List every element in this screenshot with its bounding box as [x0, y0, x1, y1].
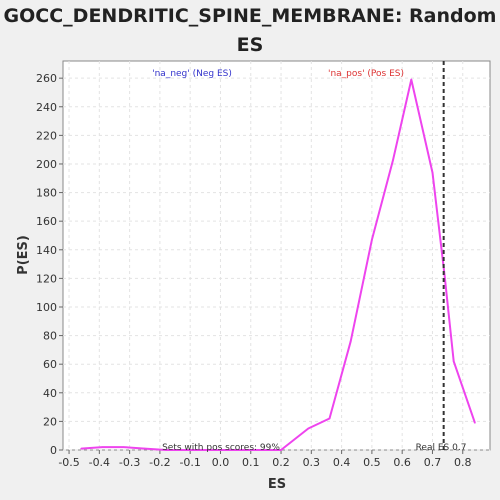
- data-point: [143, 447, 146, 450]
- data-point: [80, 447, 82, 450]
- es-distribution-line: [81, 78, 476, 451]
- x-tick-label: 0.0: [212, 456, 230, 469]
- data-point: [452, 360, 455, 363]
- x-tick-label: 0.3: [303, 456, 321, 469]
- neg-es-label: 'na_neg' (Neg ES): [152, 69, 232, 79]
- x-tick-label: 0.2: [272, 456, 290, 469]
- data-point: [371, 238, 373, 241]
- y-tick-label: 160: [36, 215, 57, 228]
- y-tick-label: 140: [36, 244, 57, 257]
- grid-lines: [63, 61, 490, 451]
- series-group: [80, 78, 476, 451]
- data-point: [122, 446, 125, 448]
- y-tick-label: 260: [36, 72, 57, 85]
- x-axis-label: ES: [268, 477, 286, 492]
- y-tick-label: 220: [36, 129, 57, 142]
- pos-score-percentage-label: Sets with pos scores: 99%: [162, 443, 280, 453]
- y-tick-label: 40: [43, 387, 57, 400]
- y-tick-label: 180: [36, 187, 57, 200]
- pos-es-label: 'na_pos' (Pos ES): [328, 69, 404, 79]
- data-point: [392, 158, 394, 161]
- data-point: [307, 427, 310, 430]
- x-tick-label: 0.7: [424, 456, 442, 469]
- data-point: [474, 422, 476, 424]
- x-tick-label: 0.8: [454, 456, 472, 469]
- x-tick-label: 0.4: [333, 456, 351, 469]
- x-tick-label: -0.3: [119, 456, 140, 469]
- data-point: [165, 449, 167, 451]
- x-tick-label: 0.1: [242, 456, 260, 469]
- x-tick-label: -0.2: [149, 456, 170, 469]
- data-point: [431, 171, 434, 174]
- y-tick-label: 80: [43, 330, 57, 343]
- data-point: [349, 340, 352, 343]
- y-axis-ticks: 0 20 40 60 80 100 120 140 160 180 200 220 240 260: [36, 72, 63, 457]
- y-tick-label: 100: [36, 301, 57, 314]
- x-tick-label: -0.1: [179, 456, 200, 469]
- data-point: [443, 274, 446, 277]
- x-tick-label: 0.6: [393, 456, 411, 469]
- data-point: [328, 417, 331, 420]
- y-tick-label: 60: [43, 358, 57, 371]
- real-es-label: Real ES 0.7: [416, 443, 467, 453]
- x-tick-label: 0.5: [363, 456, 381, 469]
- chart-title-line-1: GOCC_DENDRITIC_SPINE_MEMBRANE: Random ES: [3, 5, 497, 56]
- x-axis-ticks: -0.5 -0.4 -0.3 -0.2 -0.1 0.0 0.1 0.2 0.3 0.4 0.5 0.…: [58, 450, 471, 469]
- x-tick-label: -0.4: [89, 456, 110, 469]
- y-axis-label: P(ES): [16, 235, 31, 275]
- y-tick-label: 0: [50, 444, 57, 457]
- y-tick-label: 120: [36, 272, 57, 285]
- y-tick-label: 20: [43, 415, 57, 428]
- data-point: [280, 449, 282, 451]
- x-tick-label: -0.5: [58, 456, 79, 469]
- y-tick-label: 200: [36, 158, 57, 171]
- plot-area: [62, 60, 491, 451]
- data-point: [101, 446, 104, 448]
- y-tick-label: 240: [36, 101, 57, 114]
- data-point: [410, 78, 413, 81]
